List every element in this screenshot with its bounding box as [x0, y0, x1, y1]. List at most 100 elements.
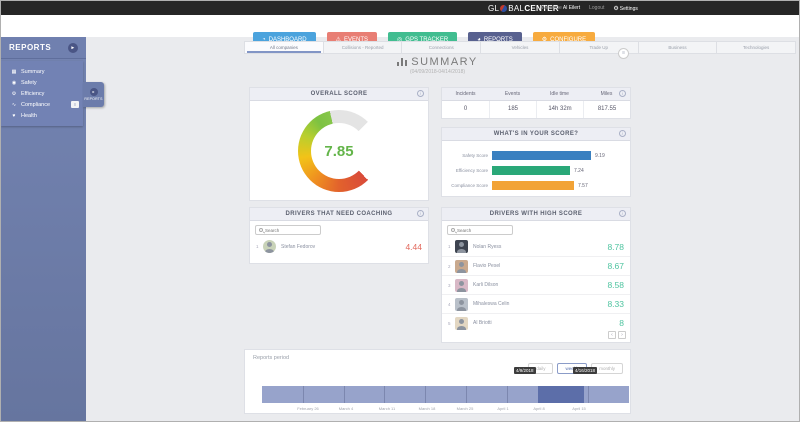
logout-link[interactable]: Logout — [589, 5, 605, 11]
warning-icon: ⚠ — [335, 37, 342, 43]
page-prev-button[interactable]: ‹ — [608, 331, 616, 339]
report-tabs: All companies Collisions - Reported Conn… — [244, 41, 797, 54]
info-icon[interactable]: i — [619, 130, 626, 137]
globe-icon — [500, 4, 508, 12]
driver-row[interactable]: 5 Al Briotti 8 — [442, 313, 630, 332]
sidebar-item-summary[interactable]: ▦ Summary — [11, 68, 45, 75]
coaching-search[interactable] — [255, 225, 321, 235]
score-breakdown-panel: WHAT'S IN YOUR SCORE? i Safety Score 9.1… — [441, 127, 631, 197]
reports-period-label: Reports period — [253, 355, 290, 361]
high-score-search-input[interactable] — [457, 227, 507, 233]
high-score-search[interactable] — [447, 225, 513, 235]
coaching-search-input[interactable] — [265, 227, 315, 233]
high-score-panel: DRIVERS WITH HIGH SCORE i 1 Nolan Ryess … — [441, 207, 631, 343]
sidebar-menu: ▦ Summary ◉ Safety ⚙ Efficiency ∿ Compli… — [1, 61, 83, 126]
tab-business[interactable]: Business — [638, 41, 718, 54]
axis-label: March 25 — [456, 406, 474, 411]
page-title-block: SUMMARY (04/09/2018-04/14/2018) — [244, 56, 631, 75]
driver-row[interactable]: 1 Nolan Ryess 8.78 — [448, 240, 624, 253]
overall-score-header: OVERALL SCORE i — [250, 88, 428, 101]
driver-avatar — [455, 278, 468, 292]
stats-headers: Incidents Events Idle time Miles i — [442, 88, 630, 101]
efficiency-score-bar — [492, 166, 570, 175]
overall-score-value: 7.85 — [324, 142, 354, 160]
export-button[interactable]: ≡ — [618, 48, 629, 59]
timeline-selection[interactable] — [538, 386, 584, 403]
sidebar-item-health[interactable]: ♥ Health — [12, 112, 37, 119]
high-score-header: DRIVERS WITH HIGH SCORE i — [442, 208, 630, 221]
sidebar-item-safety[interactable]: ◉ Safety — [11, 79, 37, 86]
shield-icon: ◉ — [11, 79, 17, 86]
tab-technologies[interactable]: Technologies — [717, 41, 797, 54]
compliance-score-row: Compliance Score 7.57 — [451, 181, 588, 190]
search-icon — [259, 228, 263, 232]
info-icon[interactable]: i — [417, 210, 424, 217]
settings-link[interactable]: ⚙Settings — [613, 5, 638, 12]
stats-values: 0 185 14h 32m 817.55 — [442, 101, 630, 118]
stat-header-incidents: Incidents — [455, 91, 476, 97]
gear-icon: ⚙ — [11, 90, 17, 97]
axis-label: April 8 — [533, 406, 545, 411]
sidebar-item-efficiency[interactable]: ⚙ Efficiency — [11, 90, 45, 97]
topbar: GL BAL CENTER Welcome Al Eilert Logout ⚙… — [1, 1, 799, 15]
timeline-gridline — [384, 386, 385, 403]
info-icon[interactable]: i — [417, 90, 424, 97]
sidebar-item-compliance[interactable]: ∿ Compliance ≡ — [1, 99, 83, 110]
driver-avatar — [455, 240, 468, 253]
welcome-text: Welcome Al Eilert — [541, 5, 581, 11]
pagination: ‹ › — [608, 331, 626, 339]
user-links: Welcome Al Eilert Logout ⚙Settings — [541, 1, 638, 15]
tab-all-companies[interactable]: All companies — [244, 41, 324, 54]
score-bars: Safety Score 9.19 Efficiency Score 7.24 … — [442, 141, 630, 191]
timeline-gridline — [507, 386, 508, 403]
stat-header-events: Events — [504, 91, 521, 97]
driver-row[interactable]: 3 Karli Dilson 8.58 — [442, 275, 630, 294]
nav-band: ◔ DASHBOARD ⚠ EVENTS ◎ GPS TRACKER ◕ REP… — [1, 15, 799, 52]
logo[interactable]: GL BAL CENTER — [488, 1, 559, 15]
timeline-gridline — [588, 386, 589, 403]
signature-icon: ∿ — [11, 101, 17, 108]
gauge-icon: ◔ — [262, 36, 266, 43]
info-icon[interactable]: i — [619, 90, 626, 97]
compliance-badge[interactable]: ≡ — [71, 101, 79, 108]
driver-avatar — [455, 316, 468, 330]
info-icon[interactable]: i — [619, 210, 626, 217]
axis-label: April 15 — [572, 406, 586, 411]
axis-label: March 11 — [378, 406, 396, 411]
coaching-driver-row[interactable]: 1 Stefan Fedorov 4.44 — [256, 240, 422, 253]
page-title: SUMMARY — [244, 56, 631, 68]
stat-value-idle-time: 14h 32m — [536, 101, 583, 118]
tab-vehicles[interactable]: Vehicles — [481, 41, 560, 54]
driver-row[interactable]: 2 Flavio Pesel 8.67 — [442, 256, 630, 275]
stat-header-idle-time: Idle time — [550, 91, 569, 97]
tab-connections[interactable]: Connections — [402, 41, 482, 54]
overall-score-panel: OVERALL SCORE i 7.85 — [249, 87, 429, 201]
page-next-button[interactable]: › — [618, 331, 626, 339]
axis-label: April 1 — [497, 406, 509, 411]
tab-collisions[interactable]: Collisions - Reported — [323, 41, 403, 54]
compliance-score-bar — [492, 181, 574, 190]
axis-label: March 18 — [418, 406, 436, 411]
sidebar-header: REPORTS ▸ — [1, 37, 86, 59]
driver-avatar — [455, 297, 468, 311]
axis-label: February 26 — [297, 406, 319, 411]
wrench-icon: ⚙ — [541, 37, 548, 43]
coaching-header: DRIVERS THAT NEED COACHING i — [250, 208, 428, 221]
sidebar-collapse-icon[interactable]: ▸ — [68, 42, 78, 53]
driver-row[interactable]: 4 Mihaleswa Celin 8.33 — [442, 294, 630, 313]
sidebar-handle[interactable]: ▸ REPORTS — [83, 82, 104, 107]
timeline-gridline — [344, 386, 345, 403]
pin-icon: ◎ — [397, 37, 403, 43]
stat-value-miles: 817.55 — [583, 101, 630, 118]
heart-icon: ♥ — [12, 112, 16, 119]
coaching-panel: DRIVERS THAT NEED COACHING i 1 Stefan Fe… — [249, 207, 429, 264]
score-gauge-wrap: 7.85 — [250, 110, 428, 192]
sidebar-title: REPORTS — [9, 43, 52, 52]
period-timeline[interactable]: 4/9/2018 4/16/2018 — [262, 367, 629, 403]
axis-label: March 4 — [338, 406, 354, 411]
stats-panel: Incidents Events Idle time Miles i 0 185… — [441, 87, 631, 119]
report-date-range: (04/09/2018-04/14/2018) — [409, 69, 466, 75]
summary-chart-icon — [397, 58, 408, 66]
timeline-gridline — [303, 386, 304, 403]
